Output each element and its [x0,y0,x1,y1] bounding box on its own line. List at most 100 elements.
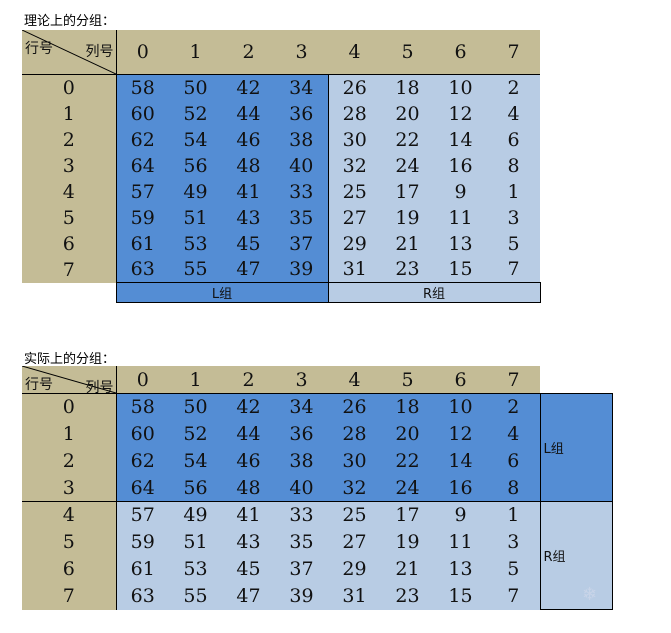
diagonal-divider [22,366,116,393]
data-cell: 47 [222,582,275,610]
data-cell: 50 [169,74,222,101]
table-row: 1 60 52 44 36 28 20 12 4 [22,420,612,448]
l-group-label: L组 [539,393,613,502]
corner-header-cell: 行号 列号 [22,30,117,75]
data-cell: 42 [222,74,275,101]
header-row: 行号 列号 0 1 2 3 4 5 6 7 [22,366,612,396]
data-cell: 33 [275,178,328,205]
data-cell: 19 [381,528,434,556]
column-header-1: 1 [169,30,222,75]
data-cell: 26 [328,393,381,421]
data-cell: 55 [169,256,222,283]
data-cell: 45 [222,555,275,583]
data-cell: 36 [275,100,328,127]
table-row: 6 61 53 45 37 29 21 13 5 [22,230,540,257]
data-cell: 64 [116,474,169,502]
data-cell: 48 [222,474,275,502]
data-cell: 11 [434,204,487,231]
data-cell: 63 [116,256,169,283]
data-cell: 39 [275,256,328,283]
column-header-0: 0 [116,30,169,75]
table-row: 3 64 56 48 40 32 24 16 8 [22,152,540,179]
data-cell: 43 [222,528,275,556]
table-row: 5 59 51 43 35 27 19 11 3 [22,528,612,556]
data-cell: 42 [222,393,275,421]
data-cell: 40 [275,474,328,502]
data-cell: 62 [116,126,169,153]
data-cell: 31 [327,256,381,283]
data-cell: 9 [434,501,487,529]
column-number-label: 列号 [85,380,114,396]
table-row: 0 58 50 42 34 26 18 10 2 L组 [22,393,613,502]
column-header-7: 7 [487,30,540,75]
row-label: 4 [22,178,117,205]
data-cell: 36 [275,420,328,448]
row-label: 7 [22,256,117,283]
row-label: 3 [22,152,117,179]
data-cell: 47 [222,256,275,283]
data-cell: 60 [116,100,169,127]
data-cell: 20 [381,420,434,448]
column-header-1: 1 [169,366,222,394]
data-cell: 37 [275,230,328,257]
data-cell: 35 [275,204,328,231]
data-cell: 28 [328,420,381,448]
blank-cell [22,282,116,303]
r-group-label: R组 [327,282,541,303]
data-cell: 16 [434,152,487,179]
row-number-label: 行号 [25,377,53,393]
data-cell: 27 [328,528,381,556]
data-cell: 14 [434,126,487,153]
data-cell: 2 [487,74,540,101]
data-cell: 2 [487,393,540,421]
data-cell: 49 [169,178,222,205]
data-cell: 54 [169,126,222,153]
data-cell: 18 [381,74,434,101]
data-cell: 10 [434,74,487,101]
data-cell: 1 [487,178,540,205]
data-cell: 32 [327,152,381,179]
row-label: 3 [22,474,117,502]
data-cell: 49 [169,501,222,529]
data-cell: 59 [116,528,169,556]
data-cell: 55 [169,582,222,610]
row-number-label: 行号 [25,41,53,57]
data-cell: 57 [116,178,169,205]
column-header-2: 2 [222,366,275,394]
diagonal-divider [22,30,116,74]
data-cell: 53 [169,555,222,583]
l-group-label: L组 [115,282,329,303]
snowflake-icon: ❄ [582,584,598,605]
table-row: 5 59 51 43 35 27 19 11 3 [22,204,540,231]
table-row: 2 62 54 46 38 30 22 14 6 [22,447,612,475]
data-cell: 45 [222,230,275,257]
data-cell: 52 [169,420,222,448]
row-label: 0 [22,393,117,421]
data-cell: 64 [116,152,169,179]
data-cell: 12 [434,420,487,448]
data-cell: 16 [434,474,487,502]
blank-cell [540,366,612,394]
data-cell: 34 [275,74,328,101]
column-header-6: 6 [434,30,487,75]
column-number-label: 列号 [85,44,114,60]
data-cell: 30 [327,126,381,153]
data-cell: 31 [328,582,381,610]
data-cell: 56 [169,152,222,179]
data-cell: 46 [222,447,275,475]
row-label: 2 [22,447,117,475]
table-row: 7 63 55 47 39 31 23 15 7 [22,582,612,610]
data-cell: 58 [116,393,169,421]
data-cell: 6 [487,447,540,475]
data-cell: 34 [275,393,328,421]
data-cell: 8 [487,474,540,502]
data-cell: 25 [327,178,381,205]
data-cell: 21 [381,555,434,583]
data-cell: 44 [222,100,275,127]
data-cell: 24 [381,152,434,179]
data-cell: 60 [116,420,169,448]
row-label: 6 [22,555,117,583]
table-row: 0 58 50 42 34 26 18 10 2 [22,74,540,101]
data-cell: 56 [169,474,222,502]
table-row: 2 62 54 46 38 30 22 14 6 [22,126,540,153]
